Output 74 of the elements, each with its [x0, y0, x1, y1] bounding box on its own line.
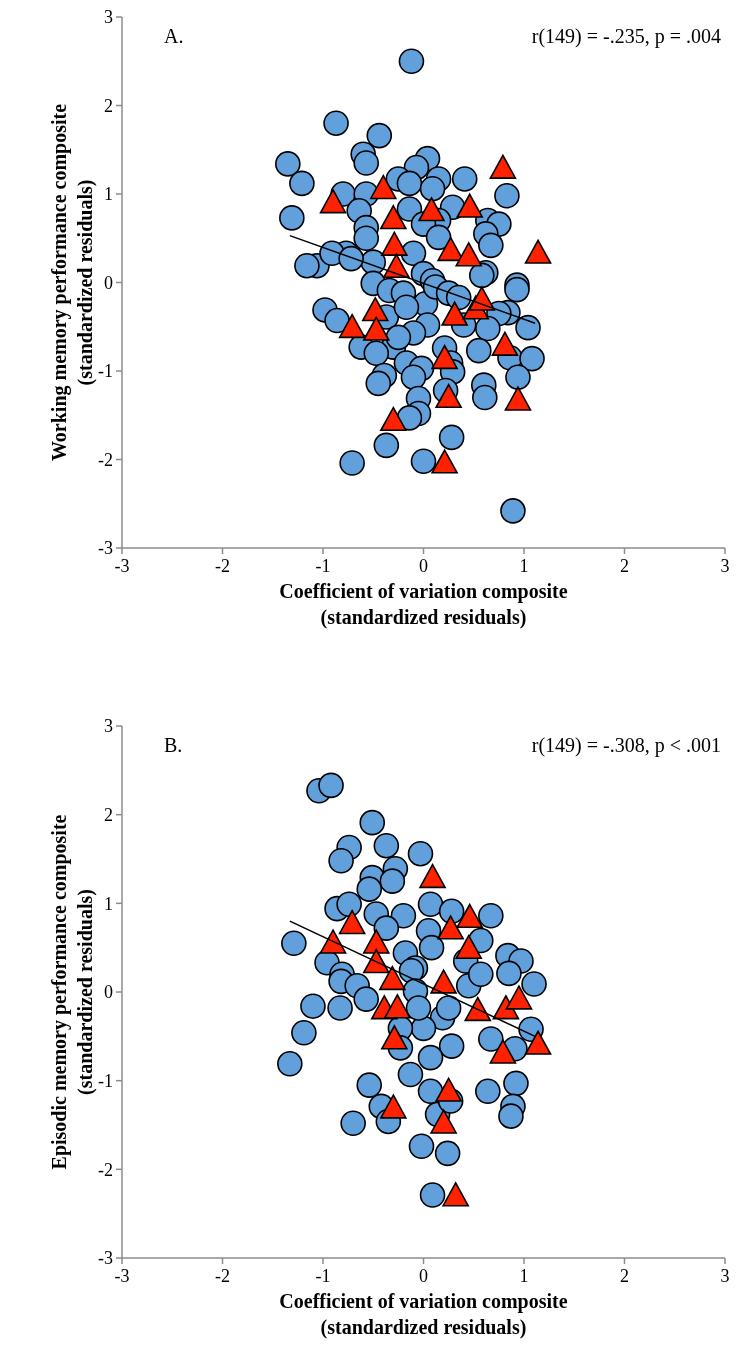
- point: [338, 313, 366, 339]
- point: [489, 1039, 517, 1064]
- y-tick-label: 1: [104, 893, 113, 914]
- point: [491, 331, 519, 356]
- point: [430, 1109, 457, 1134]
- point: [455, 242, 483, 267]
- y-tick-label: 1: [104, 184, 113, 205]
- y-tick-label: 0: [104, 982, 113, 1003]
- point: [504, 386, 532, 411]
- point: [431, 449, 458, 474]
- point: [524, 1030, 552, 1055]
- annotation: B.: [164, 734, 183, 756]
- x-tick-label: 2: [620, 1266, 629, 1286]
- y-tick-label: -3: [98, 538, 113, 559]
- x-tick-label: 3: [720, 556, 730, 576]
- annotation: r(149) = -.235, p = .004: [531, 25, 721, 48]
- point: [456, 903, 484, 929]
- y-tick-label: 2: [104, 804, 113, 825]
- point: [380, 1094, 407, 1119]
- point: [431, 344, 458, 370]
- y-tick-label: -2: [98, 1159, 113, 1180]
- point: [379, 965, 406, 991]
- point: [419, 863, 446, 889]
- x-tick-label: -2: [215, 1266, 230, 1286]
- y-tick-label: -1: [98, 361, 113, 382]
- x-tick-label: 3: [720, 1266, 730, 1286]
- annotation: r(149) = -.308, p < .001: [531, 734, 721, 757]
- point: [362, 929, 390, 954]
- point: [381, 1025, 408, 1050]
- y-tick-label: 0: [104, 272, 113, 293]
- point: [362, 948, 390, 974]
- point: [442, 1182, 469, 1207]
- y-tick-label: 3: [104, 7, 113, 28]
- y-tick-label: 3: [104, 716, 113, 737]
- point: [370, 174, 397, 200]
- point: [384, 994, 411, 1019]
- y-tick-label: -3: [98, 1248, 113, 1269]
- point: [464, 996, 492, 1022]
- point: [362, 316, 390, 341]
- x-tick-label: -2: [215, 556, 230, 576]
- x-tick-label: -1: [315, 556, 331, 576]
- point: [381, 231, 408, 256]
- y-tick-label: 2: [104, 95, 113, 116]
- point: [361, 297, 389, 322]
- x-tick-label: 1: [519, 556, 529, 576]
- x-tick-label: 1: [519, 1266, 529, 1286]
- point: [489, 154, 517, 179]
- point: [380, 406, 407, 432]
- point: [319, 929, 347, 954]
- point: [418, 197, 445, 222]
- point: [435, 383, 462, 409]
- point: [505, 985, 533, 1010]
- point: [435, 1077, 462, 1102]
- y-tick-label: -1: [98, 1070, 113, 1091]
- point: [319, 189, 347, 214]
- point: [380, 204, 407, 230]
- x-tick-label: 2: [620, 556, 629, 576]
- point: [437, 236, 464, 262]
- point: [455, 934, 483, 960]
- point: [430, 969, 457, 994]
- x-axis-title: Coefficient of variation composite (standardized residuals): [279, 1290, 568, 1339]
- x-tick-label: 0: [419, 1266, 428, 1286]
- x-axis-title: Coefficient of variation composite (standardized residuals): [279, 580, 568, 629]
- point: [524, 239, 552, 264]
- x-tick-label: 0: [419, 556, 428, 576]
- y-axis-title: Working memory performance composite (standardized residuals): [48, 103, 97, 462]
- y-tick-label: -2: [98, 449, 113, 470]
- y-axis-title: Episodic memory performance composite (standardized residuals): [48, 814, 97, 1170]
- point: [456, 193, 484, 218]
- annotation: A.: [164, 25, 184, 47]
- point: [441, 301, 468, 326]
- point: [437, 915, 464, 940]
- point: [338, 909, 366, 935]
- x-tick-label: -1: [315, 1266, 331, 1286]
